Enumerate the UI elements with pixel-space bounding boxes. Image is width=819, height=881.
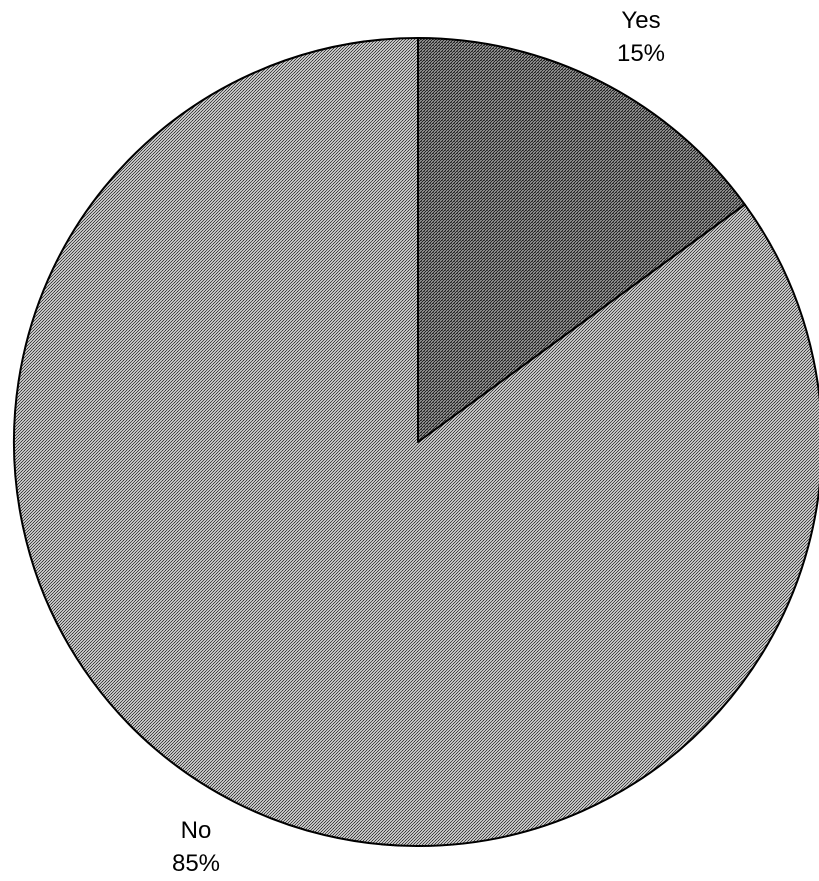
slice-label-no: No xyxy=(181,817,212,844)
slice-value-label-yes: 15% xyxy=(617,40,665,67)
pie-slice-no xyxy=(13,37,819,847)
pie-slice-yes xyxy=(417,37,746,443)
slice-value-label-no: 85% xyxy=(172,850,220,877)
slice-label-yes: Yes xyxy=(621,7,660,34)
